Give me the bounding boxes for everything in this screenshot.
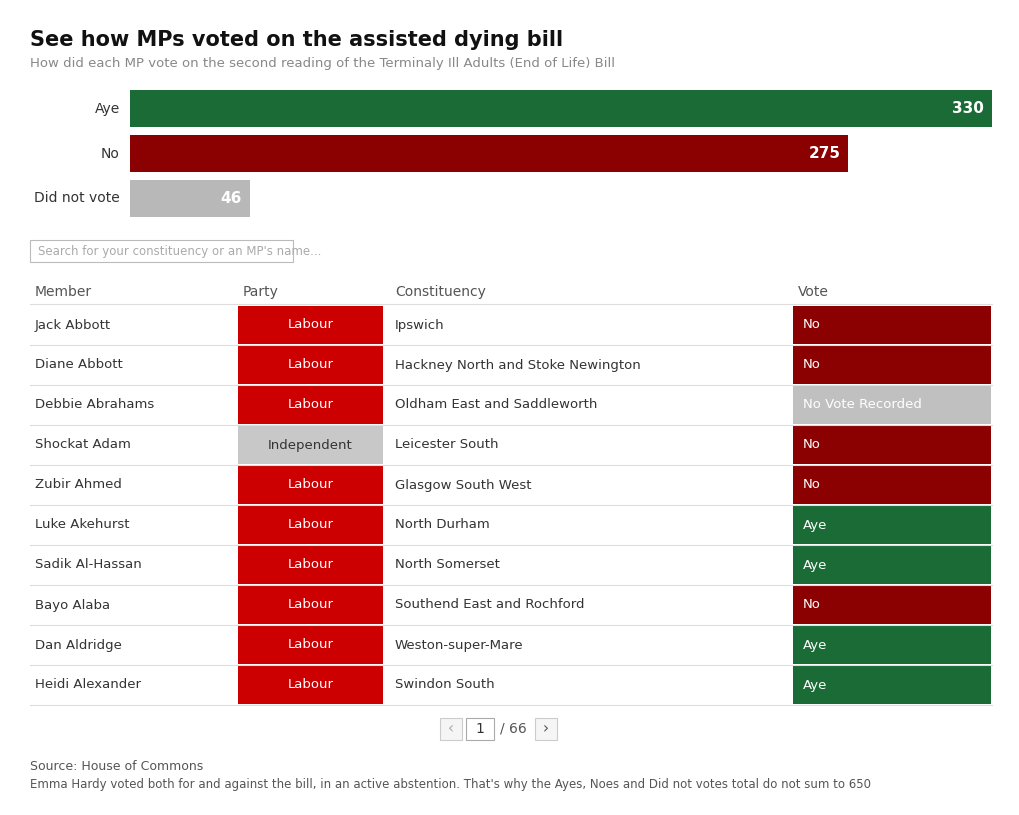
Text: No: No	[802, 319, 820, 332]
FancyBboxPatch shape	[237, 386, 382, 424]
Text: Member: Member	[35, 285, 92, 299]
Text: Labour: Labour	[287, 679, 333, 691]
Text: Oldham East and Saddleworth: Oldham East and Saddleworth	[394, 399, 597, 412]
Text: Dan Aldridge: Dan Aldridge	[35, 638, 121, 651]
FancyBboxPatch shape	[792, 426, 990, 464]
Text: Search for your constituency or an MP's name...: Search for your constituency or an MP's …	[38, 244, 321, 258]
Text: Labour: Labour	[287, 319, 333, 332]
Text: No: No	[802, 359, 820, 372]
Text: Ipswich: Ipswich	[394, 319, 444, 332]
Text: ›: ›	[542, 721, 548, 737]
FancyBboxPatch shape	[237, 426, 382, 464]
FancyBboxPatch shape	[439, 718, 462, 740]
FancyBboxPatch shape	[129, 135, 848, 172]
Text: Shockat Adam: Shockat Adam	[35, 438, 130, 452]
Text: North Durham: North Durham	[394, 518, 489, 531]
Text: No: No	[802, 478, 820, 491]
FancyBboxPatch shape	[237, 466, 382, 504]
Text: Did not vote: Did not vote	[35, 192, 120, 205]
Text: Hackney North and Stoke Newington: Hackney North and Stoke Newington	[394, 359, 640, 372]
FancyBboxPatch shape	[792, 346, 990, 384]
FancyBboxPatch shape	[792, 386, 990, 424]
Text: No: No	[802, 598, 820, 611]
Text: Jack Abbott: Jack Abbott	[35, 319, 111, 332]
Text: See how MPs voted on the assisted dying bill: See how MPs voted on the assisted dying …	[30, 30, 562, 50]
Text: Labour: Labour	[287, 359, 333, 372]
Text: Emma Hardy voted both for and against the bill, in an active abstention. That's : Emma Hardy voted both for and against th…	[30, 778, 870, 791]
FancyBboxPatch shape	[30, 240, 292, 262]
Text: Sadik Al-Hassan: Sadik Al-Hassan	[35, 558, 142, 571]
Text: 275: 275	[807, 146, 840, 161]
Text: Aye: Aye	[802, 638, 826, 651]
Text: Source: House of Commons: Source: House of Commons	[30, 760, 203, 773]
FancyBboxPatch shape	[466, 718, 493, 740]
FancyBboxPatch shape	[535, 718, 556, 740]
Text: Southend East and Rochford: Southend East and Rochford	[394, 598, 584, 611]
Text: Glasgow South West: Glasgow South West	[394, 478, 531, 491]
Text: Labour: Labour	[287, 598, 333, 611]
Text: Labour: Labour	[287, 558, 333, 571]
Text: Weston-super-Mare: Weston-super-Mare	[394, 638, 523, 651]
Text: Constituency: Constituency	[394, 285, 485, 299]
Text: No: No	[802, 438, 820, 452]
FancyBboxPatch shape	[792, 506, 990, 544]
Text: How did each MP vote on the second reading of the Terminaly Ill Adults (End of L: How did each MP vote on the second readi…	[30, 57, 614, 70]
Text: Independent: Independent	[268, 438, 353, 452]
FancyBboxPatch shape	[792, 586, 990, 624]
Text: Aye: Aye	[802, 679, 826, 691]
FancyBboxPatch shape	[237, 546, 382, 584]
FancyBboxPatch shape	[792, 626, 990, 664]
Text: Aye: Aye	[95, 102, 120, 116]
FancyBboxPatch shape	[792, 306, 990, 344]
Text: No: No	[101, 147, 120, 161]
FancyBboxPatch shape	[237, 626, 382, 664]
Text: / 66: / 66	[499, 722, 526, 736]
FancyBboxPatch shape	[237, 306, 382, 344]
Text: 330: 330	[951, 101, 983, 116]
FancyBboxPatch shape	[129, 90, 991, 127]
Text: Diane Abbott: Diane Abbott	[35, 359, 122, 372]
Text: Aye: Aye	[802, 558, 826, 571]
Text: Leicester South: Leicester South	[394, 438, 498, 452]
Text: Vote: Vote	[797, 285, 828, 299]
Text: Debbie Abrahams: Debbie Abrahams	[35, 399, 154, 412]
FancyBboxPatch shape	[792, 466, 990, 504]
Text: ‹: ‹	[447, 721, 453, 737]
Text: 1: 1	[475, 722, 484, 736]
FancyBboxPatch shape	[792, 546, 990, 584]
Text: Labour: Labour	[287, 638, 333, 651]
Text: No Vote Recorded: No Vote Recorded	[802, 399, 921, 412]
FancyBboxPatch shape	[237, 506, 382, 544]
FancyBboxPatch shape	[129, 180, 250, 217]
FancyBboxPatch shape	[237, 666, 382, 704]
Text: Labour: Labour	[287, 478, 333, 491]
FancyBboxPatch shape	[237, 346, 382, 384]
Text: North Somerset: North Somerset	[394, 558, 499, 571]
Text: Heidi Alexander: Heidi Alexander	[35, 679, 141, 691]
Text: Labour: Labour	[287, 518, 333, 531]
Text: Zubir Ahmed: Zubir Ahmed	[35, 478, 121, 491]
Text: Swindon South: Swindon South	[394, 679, 494, 691]
Text: Bayo Alaba: Bayo Alaba	[35, 598, 110, 611]
Text: 46: 46	[220, 191, 242, 206]
Text: Luke Akehurst: Luke Akehurst	[35, 518, 129, 531]
Text: Party: Party	[243, 285, 278, 299]
FancyBboxPatch shape	[792, 666, 990, 704]
Text: Aye: Aye	[802, 518, 826, 531]
Text: Labour: Labour	[287, 399, 333, 412]
FancyBboxPatch shape	[237, 586, 382, 624]
